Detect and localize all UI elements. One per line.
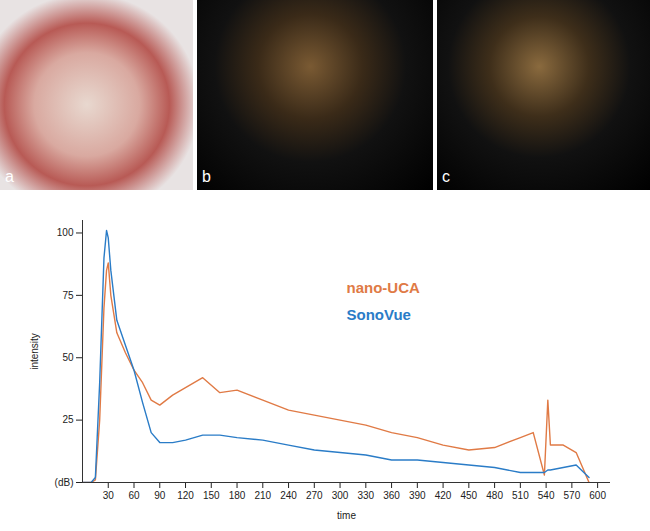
svg-text:330: 330 [357, 490, 374, 501]
svg-text:75: 75 [62, 290, 74, 301]
svg-text:intensity: intensity [29, 333, 40, 370]
svg-text:150: 150 [203, 490, 220, 501]
svg-text:450: 450 [460, 490, 477, 501]
svg-text:540: 540 [538, 490, 555, 501]
svg-text:420: 420 [435, 490, 452, 501]
svg-text:50: 50 [62, 352, 74, 363]
svg-text:180: 180 [229, 490, 246, 501]
svg-text:510: 510 [512, 490, 529, 501]
svg-text:570: 570 [564, 490, 581, 501]
svg-text:600: 600 [589, 490, 606, 501]
svg-text:210: 210 [254, 490, 271, 501]
svg-text:25: 25 [62, 414, 74, 425]
svg-text:100: 100 [57, 227, 74, 238]
svg-text:360: 360 [383, 490, 400, 501]
svg-text:nano-UCA: nano-UCA [347, 279, 420, 296]
svg-text:60: 60 [128, 490, 140, 501]
svg-text:300: 300 [332, 490, 349, 501]
svg-text:240: 240 [280, 490, 297, 501]
svg-text:270: 270 [306, 490, 323, 501]
svg-text:390: 390 [409, 490, 426, 501]
svg-text:(dB): (dB) [55, 477, 74, 488]
svg-text:480: 480 [486, 490, 503, 501]
svg-text:90: 90 [154, 490, 166, 501]
html-text:a: a [5, 168, 14, 185]
html-text:b: b [202, 168, 211, 185]
svg-text:time: time [337, 510, 356, 521]
html-text:c: c [442, 168, 450, 185]
svg-text:30: 30 [103, 490, 115, 501]
svg-text:120: 120 [177, 490, 194, 501]
svg-text:SonoVue: SonoVue [347, 306, 411, 323]
